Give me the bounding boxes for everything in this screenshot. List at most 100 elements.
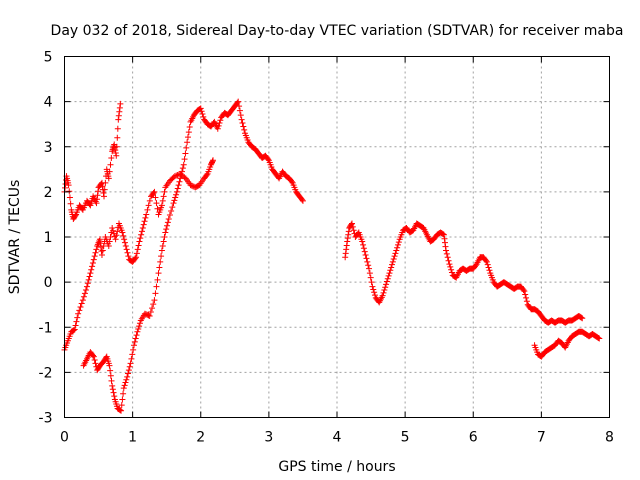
y-tick-label: -2 — [39, 365, 53, 381]
data-point — [368, 279, 375, 286]
data-point — [133, 332, 140, 339]
data-point — [109, 382, 116, 389]
data-point — [77, 303, 84, 310]
data-point — [440, 231, 447, 238]
data-point — [389, 258, 396, 265]
data-point — [72, 212, 79, 219]
data-point — [93, 200, 100, 207]
data-point — [89, 259, 96, 266]
data-point — [448, 269, 455, 276]
data-point — [162, 229, 169, 236]
data-point — [134, 246, 141, 253]
y-tick-label: 5 — [44, 50, 53, 66]
y-tick-label: 3 — [44, 140, 53, 156]
data-point — [124, 373, 131, 380]
data-point — [145, 202, 152, 209]
data-point — [117, 407, 124, 414]
data-point — [235, 98, 242, 105]
data-point — [154, 205, 161, 212]
data-point — [179, 165, 186, 172]
data-point — [389, 261, 396, 268]
data-point — [86, 273, 93, 280]
data-point — [113, 152, 120, 159]
data-point — [113, 232, 120, 239]
data-point — [370, 286, 377, 293]
x-tick-labels: 0 1 2 3 4 5 6 7 8 — [60, 430, 614, 446]
data-point — [179, 168, 186, 175]
data-point — [146, 312, 153, 319]
data-point — [89, 352, 96, 359]
data-point — [170, 200, 177, 207]
data-point — [115, 112, 122, 119]
data-point — [240, 123, 247, 130]
data-point — [483, 258, 490, 265]
data-point — [99, 247, 106, 254]
data-point — [440, 231, 447, 238]
data-point — [522, 291, 529, 298]
data-point — [299, 197, 306, 204]
data-point — [520, 287, 527, 294]
data-point — [155, 270, 162, 277]
x-tick-label: 1 — [128, 430, 137, 446]
data-point — [385, 272, 392, 279]
grid-lines — [64, 56, 610, 418]
data-point — [161, 188, 168, 195]
data-point — [119, 396, 126, 403]
data-point — [110, 227, 117, 234]
data-point — [215, 122, 222, 129]
data-point — [105, 175, 112, 182]
data-point — [486, 267, 493, 274]
data-point — [135, 325, 142, 332]
data-point — [161, 234, 168, 240]
data-point — [441, 239, 448, 246]
data-point — [116, 108, 123, 115]
data-point — [127, 360, 134, 367]
data-point — [168, 208, 175, 215]
data-point — [387, 267, 394, 274]
data-point — [203, 171, 210, 178]
data-point — [122, 243, 129, 250]
data-point — [360, 241, 367, 248]
data-point — [98, 252, 105, 259]
data-point — [288, 178, 295, 185]
data-point — [209, 158, 216, 165]
data-point — [163, 226, 170, 233]
data-point — [142, 214, 149, 221]
data-point — [147, 309, 154, 316]
data-point — [100, 190, 107, 197]
data-point — [383, 278, 390, 285]
data-point — [239, 120, 246, 127]
data-point — [103, 354, 110, 361]
data-point — [136, 320, 143, 327]
data-point — [114, 125, 121, 132]
x-tick-label: 2 — [196, 430, 205, 446]
data-point — [136, 238, 143, 245]
data-point — [345, 231, 352, 238]
data-point — [441, 235, 448, 242]
data-point — [241, 126, 248, 133]
data-point — [97, 244, 104, 251]
data-point — [173, 191, 180, 198]
data-point — [236, 107, 243, 114]
data-point — [181, 156, 188, 163]
data-point — [183, 144, 190, 151]
data-point — [92, 360, 99, 367]
data-point — [483, 257, 490, 264]
data-point — [384, 275, 391, 282]
data-point — [91, 253, 98, 260]
data-point — [66, 188, 73, 195]
data-point — [107, 161, 114, 168]
series-track-a — [61, 100, 124, 222]
x-tick-label: 7 — [537, 430, 546, 446]
data-point — [214, 125, 221, 132]
data-point — [74, 314, 81, 321]
data-point — [125, 253, 132, 260]
data-point — [124, 249, 131, 256]
data-point — [116, 104, 123, 111]
data-markers — [61, 98, 603, 414]
data-point — [95, 188, 102, 195]
data-point — [109, 224, 116, 231]
data-point — [123, 246, 130, 253]
data-point — [144, 206, 151, 213]
data-point — [107, 234, 114, 240]
